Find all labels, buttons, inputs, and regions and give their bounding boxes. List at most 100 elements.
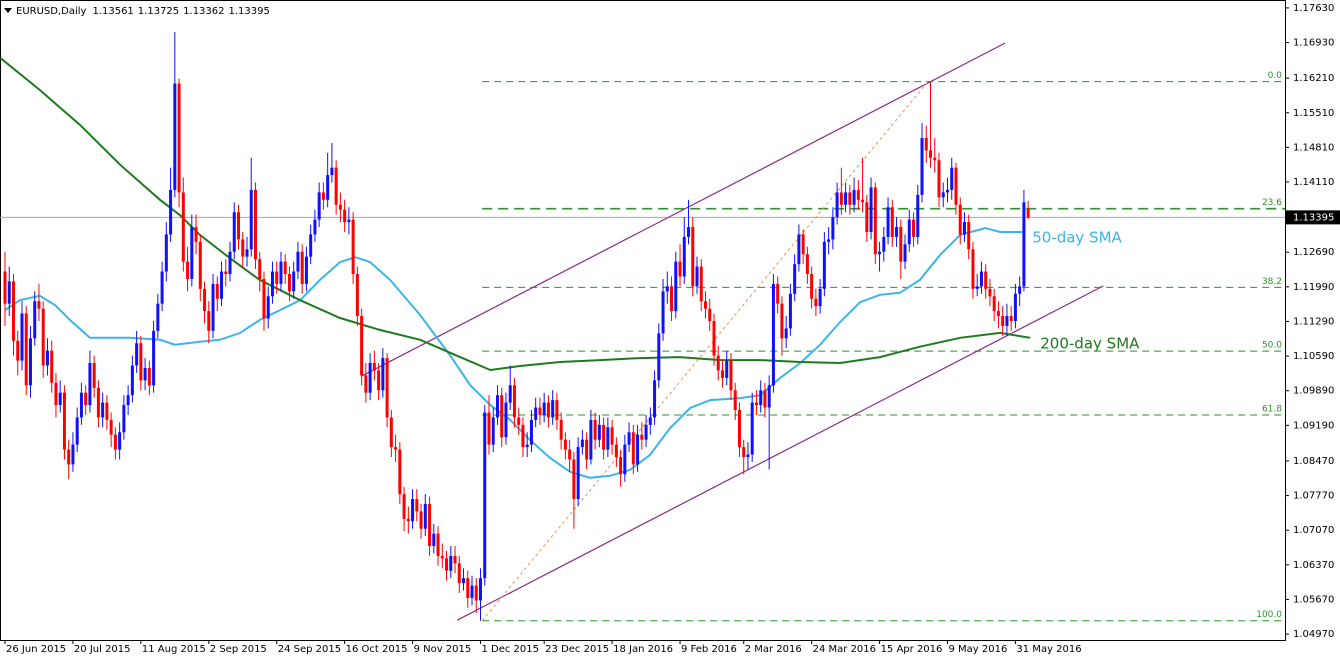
x-tick-label: 1 Dec 2015 (481, 644, 539, 655)
x-tick-label: 16 Oct 2015 (346, 644, 408, 655)
y-tick-label: 1.09190 (1293, 420, 1334, 431)
menu-arrow[interactable] (4, 8, 12, 13)
candle-body (334, 167, 338, 205)
candle-body (109, 419, 113, 435)
candle-body (411, 499, 415, 522)
price-label: 1.13395 (1293, 212, 1334, 223)
candle-body (508, 385, 512, 403)
candle-body (164, 234, 168, 272)
candle-body (678, 261, 682, 277)
candle-body (487, 412, 491, 445)
candle-body (929, 150, 933, 158)
candle-body (937, 160, 941, 198)
x-tick-label: 11 Aug 2015 (142, 644, 206, 655)
candle-body (614, 444, 618, 458)
y-tick-label: 1.15510 (1293, 108, 1334, 119)
candle-body (568, 449, 572, 460)
candle-body (385, 358, 389, 418)
candle-body (687, 227, 691, 237)
candle-body (631, 432, 635, 465)
candle-body (695, 266, 699, 287)
candle-body (75, 417, 79, 445)
candle-body (886, 207, 890, 237)
y-tick-label: 1.06370 (1293, 560, 1334, 571)
candle-body (797, 234, 801, 265)
candle-body (640, 434, 644, 440)
candle-body (788, 293, 792, 329)
candle-body (215, 283, 219, 299)
y-tick-label: 1.11290 (1293, 316, 1334, 327)
candle-body (28, 338, 32, 386)
candle-body (198, 241, 202, 289)
candle-body (177, 83, 181, 193)
price-box (1286, 210, 1340, 225)
candle-body (1022, 202, 1026, 287)
candle-body (398, 449, 402, 495)
candle-body (754, 402, 758, 406)
candle-body (394, 447, 398, 450)
candle-body (495, 395, 499, 418)
x-tick-label: 23 Dec 2015 (545, 644, 609, 655)
candle-body (309, 234, 313, 257)
candle-body (50, 350, 54, 383)
candle-body (275, 271, 279, 284)
candle-body (24, 313, 28, 386)
candle-body (237, 212, 241, 240)
candle-body (45, 350, 49, 366)
candle-body (737, 410, 741, 448)
candle-body (975, 286, 979, 289)
candle-body (580, 439, 584, 448)
candle-body (266, 296, 270, 319)
y-tick-label: 1.09890 (1293, 386, 1334, 397)
candle-body (967, 222, 971, 250)
candle-body (474, 585, 478, 601)
candle-body (118, 432, 122, 450)
candle-body (37, 301, 41, 309)
candle-body (512, 385, 516, 418)
candle-body (585, 439, 589, 460)
y-tick-label: 1.16210 (1293, 73, 1334, 84)
candle-body (1026, 209, 1030, 218)
candle-body (822, 241, 826, 289)
candle-body (71, 444, 75, 465)
candle-body (733, 390, 737, 411)
fib-label: 0.0 (1268, 71, 1283, 81)
candle-body (563, 439, 567, 450)
candle-body (245, 249, 249, 257)
candle-body (852, 189, 856, 205)
candle-body (546, 402, 550, 418)
x-tick-label: 9 Feb 2016 (681, 644, 737, 655)
candle-body (169, 189, 173, 235)
y-tick-label: 1.17630 (1293, 3, 1334, 14)
candle-body (419, 511, 423, 529)
candle-body (304, 256, 308, 284)
candle-body (203, 288, 207, 312)
candle-body (771, 283, 775, 386)
fib-label: 23.6 (1262, 198, 1282, 208)
candle-body (101, 402, 105, 418)
candle-body (542, 402, 546, 415)
trendline (361, 42, 1006, 377)
candle-body (406, 518, 410, 522)
candle-body (207, 311, 211, 331)
candle-body (636, 434, 640, 465)
candle-body (130, 365, 134, 396)
candle-body (895, 227, 899, 237)
candle-body (776, 283, 780, 304)
x-tick-label: 20 Jul 2015 (74, 644, 131, 655)
candle-body (313, 219, 317, 235)
candle-body (801, 234, 805, 255)
candle-body (763, 390, 767, 408)
candle-body (725, 360, 729, 378)
candle-body (364, 375, 368, 393)
candle-body (899, 227, 903, 262)
candle-body (445, 558, 449, 571)
candle-body (253, 189, 257, 260)
trendline (481, 81, 929, 622)
candle-body (262, 278, 266, 319)
candle-body (326, 175, 330, 200)
candle-body (814, 298, 818, 307)
candle-body (453, 555, 457, 564)
candle-body (759, 390, 763, 406)
